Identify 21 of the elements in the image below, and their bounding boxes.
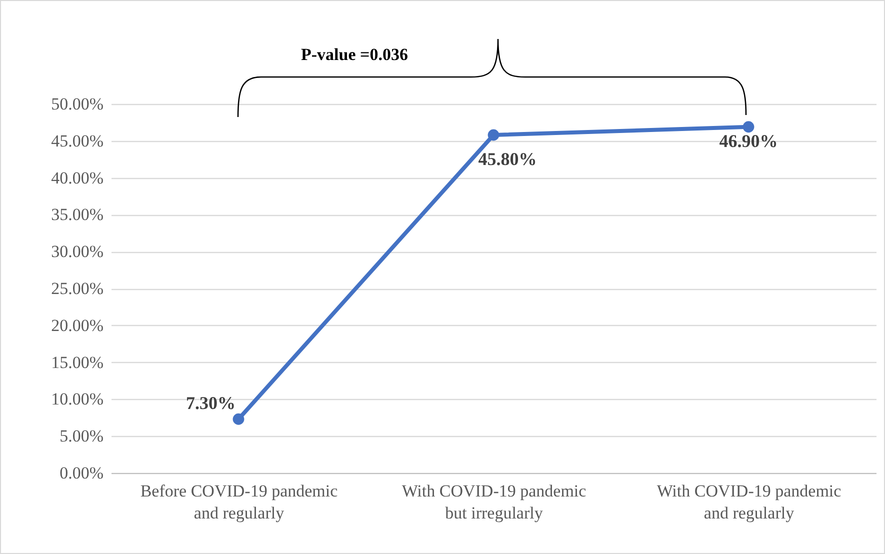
point — [232, 413, 244, 425]
point — [742, 121, 754, 133]
text: P-value =0.036 — [301, 45, 408, 65]
y-tick-label: 40.00% — [51, 168, 104, 188]
y-tick-label: 0.00% — [60, 464, 104, 482]
y-tick-label: 45.00% — [51, 131, 104, 150]
data-label: 7.30% — [186, 393, 236, 414]
data-label: 46.90% — [719, 130, 778, 151]
y-tick-label: 30.00% — [51, 242, 104, 262]
x-tick-label: With COVID-19 pandemic but irregularly — [402, 482, 587, 522]
y-tick-label: 35.00% — [51, 205, 104, 224]
point — [488, 129, 500, 141]
y-tick-label: 20.00% — [51, 316, 104, 335]
x-tick-label: Before COVID-19 pandemic and regularly — [140, 482, 338, 522]
y-tick-label: 15.00% — [51, 352, 104, 372]
x-tick-label: With COVID-19 pandemic and regularly — [656, 482, 842, 522]
y-tick-label: 25.00% — [51, 279, 104, 298]
data-label: 45.80% — [478, 148, 537, 169]
y-tick-label: 10.00% — [51, 390, 104, 409]
y-tick-label: 5.00% — [60, 426, 104, 446]
y-tick-label: 50.00% — [51, 94, 104, 114]
